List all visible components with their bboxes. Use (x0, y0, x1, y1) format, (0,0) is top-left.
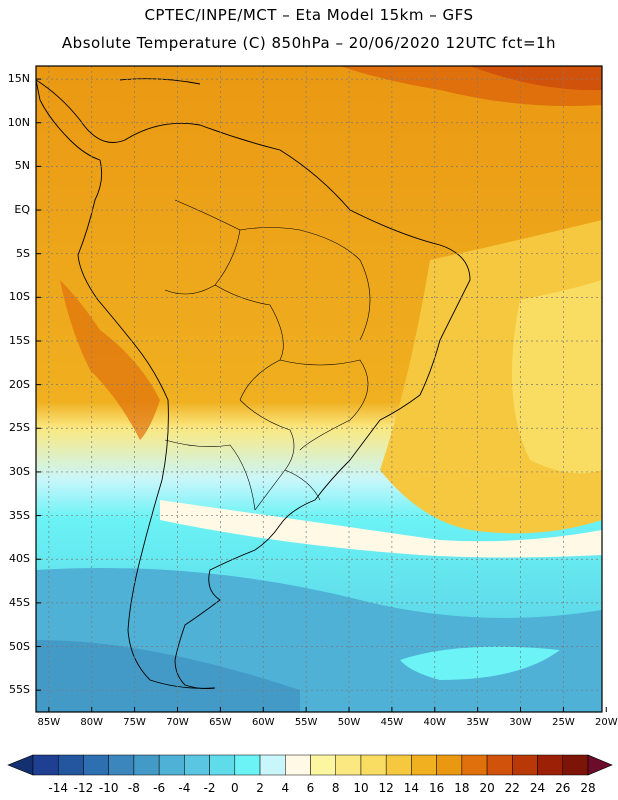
colorbar-label: -2 (203, 781, 216, 795)
colorbar-cell (184, 754, 210, 776)
colorbar-label: 24 (529, 781, 546, 795)
colorbar-cell (335, 754, 362, 776)
colorbar-cell (285, 754, 311, 776)
colorbar-label: 18 (454, 781, 470, 795)
lat-label: 50S (9, 639, 30, 653)
map-frame (35, 65, 603, 713)
colorbar-cell (385, 754, 412, 776)
lat-label: 15S (9, 333, 30, 347)
colorbar (7, 754, 613, 776)
lon-label: 50W (337, 717, 361, 728)
colorbar-cell (158, 754, 185, 776)
lon-label: 40W (423, 717, 447, 728)
lat-label: 15N (7, 72, 30, 86)
colorbar-label: 6 (306, 781, 315, 795)
colorbar-label: -8 (127, 781, 140, 795)
colorbar-cell (411, 754, 437, 776)
colorbar-cell (360, 754, 387, 776)
lat-label: 25S (9, 421, 30, 435)
lat-lon-grid (36, 66, 602, 712)
colorbar-cell (234, 754, 261, 776)
colorbar-cell (32, 754, 59, 776)
lat-label: 30S (9, 464, 30, 478)
lon-label: 55W (294, 717, 318, 728)
lon-label: 30W (509, 717, 532, 728)
lon-label: 60W (251, 717, 275, 728)
lat-label: 20S (9, 377, 30, 391)
lat-label: 5S (16, 246, 30, 260)
lat-label: 10S (9, 290, 30, 304)
colorbar-label: 2 (256, 781, 264, 795)
chart-title: CPTEC/INPE/MCT – Eta Model 15km – GFS (144, 6, 474, 24)
lat-label: EQ (14, 203, 30, 217)
temperature-field (36, 66, 602, 712)
colorbar-cell (537, 754, 564, 776)
lon-label: 35W (466, 717, 489, 728)
colorbar-cell (436, 754, 463, 776)
colorbar-label: 10 (353, 781, 369, 795)
lon-label: 75W (123, 717, 146, 728)
colorbar-label: 22 (504, 781, 520, 795)
lat-label: 45S (9, 595, 30, 609)
axis-ticks (36, 78, 607, 712)
colorbar-cell (512, 754, 538, 776)
colorbar-label: 16 (428, 781, 445, 795)
colorbar-label: 14 (403, 781, 420, 795)
colorbar-label: 20 (479, 781, 495, 795)
colorbar-high-arrow (587, 754, 613, 776)
colorbar-cell (57, 754, 84, 776)
lon-label: 20W (594, 717, 618, 728)
lon-label: 80W (80, 717, 104, 728)
colorbar-label: -6 (153, 781, 166, 795)
colorbar-cell (83, 754, 109, 776)
lat-label: 40S (9, 552, 30, 566)
lat-label: 55S (9, 683, 30, 697)
colorbar-cell (259, 754, 286, 776)
colorbar-label: -10 (98, 781, 119, 795)
chart-subtitle: Absolute Temperature (C) 850hPa – 20/06/… (61, 34, 557, 52)
colorbar-cell (461, 754, 488, 776)
colorbar-cell (209, 754, 236, 776)
colorbar-label: -4 (178, 781, 191, 795)
colorbar-label: -12 (73, 781, 94, 795)
lon-label: 45W (380, 717, 404, 728)
colorbar-label: 26 (555, 781, 571, 795)
colorbar-cell (310, 754, 336, 776)
lon-label: 65W (209, 717, 232, 728)
coastline (36, 78, 471, 690)
colorbar-label: -14 (48, 781, 69, 795)
lat-label: 5N (14, 159, 30, 173)
lat-label: 10N (7, 115, 30, 129)
colorbar-label: 28 (580, 781, 596, 795)
colorbar-label: 8 (331, 781, 340, 795)
colorbar-cell (486, 754, 513, 776)
colorbar-cell (108, 754, 135, 776)
lat-label: 35S (9, 508, 30, 522)
colorbar-low-arrow (7, 754, 34, 776)
colorbar-cell (562, 754, 589, 776)
lon-label: 70W (166, 717, 189, 728)
colorbar-label: 12 (378, 781, 394, 795)
colorbar-label: 0 (230, 781, 239, 795)
lon-label: 25W (552, 717, 575, 728)
colorbar-cell (133, 754, 160, 776)
colorbar-label: 4 (281, 781, 290, 795)
lon-label: 85W (37, 717, 61, 728)
